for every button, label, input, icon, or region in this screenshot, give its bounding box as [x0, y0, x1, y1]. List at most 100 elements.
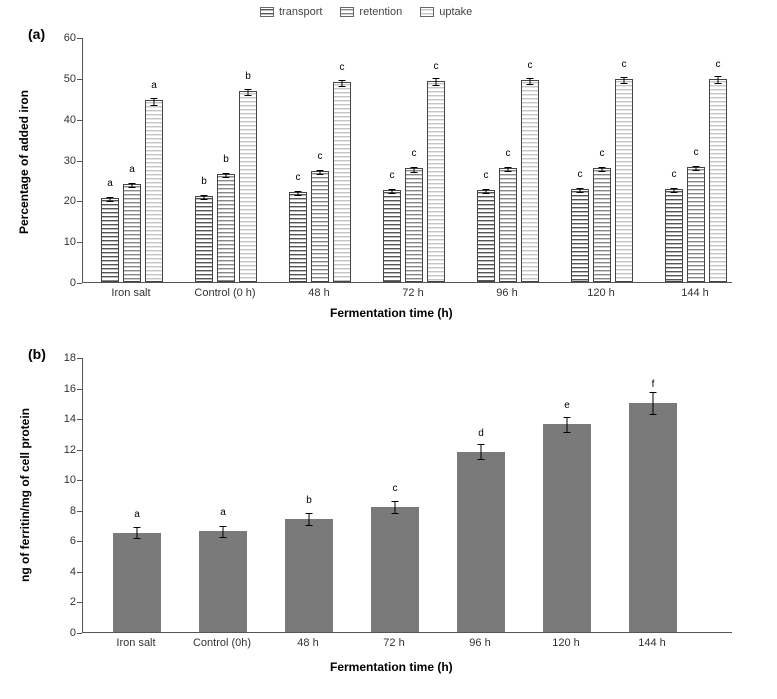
xtick-label: 96 h: [469, 637, 490, 649]
error-cap: [411, 172, 418, 173]
bar: b: [195, 196, 213, 282]
bar: a: [101, 198, 119, 282]
error-cap: [650, 414, 657, 415]
error-bar: [309, 513, 310, 525]
ytick-label: 16: [64, 383, 76, 395]
ytick-label: 12: [64, 444, 76, 456]
error-cap: [392, 513, 399, 514]
error-cap: [621, 77, 628, 78]
bar-annotation: c: [616, 59, 632, 70]
error-cap: [151, 98, 158, 99]
error-cap: [599, 167, 606, 168]
legend-swatch-transport: [260, 7, 274, 17]
bar-group: aaa: [101, 100, 163, 282]
bar: b: [217, 174, 235, 282]
bar-group: ccc: [571, 79, 633, 282]
xtick-label: Iron salt: [116, 637, 155, 649]
error-cap: [107, 197, 114, 198]
bar-annotation: c: [312, 151, 328, 162]
ytick-label: 60: [64, 32, 76, 44]
error-bar: [567, 417, 568, 432]
error-cap: [339, 86, 346, 87]
bar-annotation: b: [196, 176, 212, 187]
error-cap: [245, 89, 252, 90]
ytick-label: 0: [70, 627, 76, 639]
error-cap: [411, 167, 418, 168]
xtick-label: Control (0 h): [194, 287, 255, 299]
xtick-label: 144 h: [638, 637, 666, 649]
xlabel-b: Fermentation time (h): [330, 660, 453, 674]
error-cap: [564, 417, 571, 418]
error-cap: [201, 195, 208, 196]
bar-annotation: c: [478, 170, 494, 181]
bar-annotation: c: [710, 59, 726, 70]
bar: c: [571, 189, 589, 282]
legend-swatch-retention: [340, 7, 354, 17]
bar-annotation: b: [285, 495, 333, 506]
bar-group: ccc: [665, 79, 727, 282]
bar-annotation: c: [572, 169, 588, 180]
xtick-label: 72 h: [383, 637, 404, 649]
bar-group: ccc: [383, 81, 445, 282]
ytick-label: 50: [64, 73, 76, 85]
bar-annotation: a: [124, 164, 140, 175]
chart-a: aaabbbccccccccccccccc: [82, 38, 732, 283]
xtick-label: Iron salt: [111, 287, 150, 299]
xlabel-a: Fermentation time (h): [330, 306, 453, 320]
bar: c: [521, 80, 539, 282]
bar: e: [543, 424, 591, 632]
ytick-label: 20: [64, 195, 76, 207]
error-cap: [715, 76, 722, 77]
bar-annotation: c: [688, 147, 704, 158]
xtick-label: 144 h: [681, 287, 709, 299]
bar: d: [457, 452, 505, 632]
error-bar: [481, 444, 482, 459]
bar: c: [499, 168, 517, 282]
legend-item-retention: retention: [340, 6, 402, 18]
bar: c: [687, 167, 705, 282]
error-cap: [223, 173, 230, 174]
bar-group: ccc: [289, 82, 351, 282]
bar: c: [593, 168, 611, 282]
ytick-label: 2: [70, 596, 76, 608]
bar: a: [123, 184, 141, 282]
panel-a: (a) transport retention uptake Percentag…: [0, 0, 777, 330]
error-cap: [129, 183, 136, 184]
error-cap: [505, 171, 512, 172]
bar-annotation: f: [629, 379, 677, 390]
error-cap: [483, 193, 490, 194]
ytick-label: 30: [64, 155, 76, 167]
legend-label: retention: [359, 6, 402, 18]
bar: a: [113, 533, 161, 632]
yticks-a: 0102030405060: [0, 38, 82, 283]
legend-a: transport retention uptake: [260, 6, 472, 18]
bar: c: [709, 79, 727, 282]
bar: a: [199, 531, 247, 632]
error-cap: [478, 459, 485, 460]
legend-item-transport: transport: [260, 6, 322, 18]
error-cap: [220, 537, 227, 538]
error-cap: [564, 432, 571, 433]
bar: c: [333, 82, 351, 282]
xtick-label: 120 h: [587, 287, 615, 299]
error-cap: [527, 84, 534, 85]
error-cap: [107, 201, 114, 202]
error-cap: [129, 187, 136, 188]
bar-annotation: b: [240, 71, 256, 82]
yticks-b: 024681012141618: [0, 358, 82, 633]
bar-annotation: c: [406, 148, 422, 159]
bar: c: [405, 168, 423, 282]
bar: c: [311, 171, 329, 282]
error-cap: [621, 83, 628, 84]
bar: c: [383, 190, 401, 282]
ytick-label: 0: [70, 277, 76, 289]
error-bar: [223, 526, 224, 537]
error-cap: [650, 392, 657, 393]
bar: a: [145, 100, 163, 282]
error-cap: [151, 105, 158, 106]
bar: f: [629, 403, 677, 632]
bar-annotation: c: [334, 62, 350, 73]
legend-item-uptake: uptake: [420, 6, 472, 18]
xtick-label: 120 h: [552, 637, 580, 649]
xtick-label: 48 h: [308, 287, 329, 299]
